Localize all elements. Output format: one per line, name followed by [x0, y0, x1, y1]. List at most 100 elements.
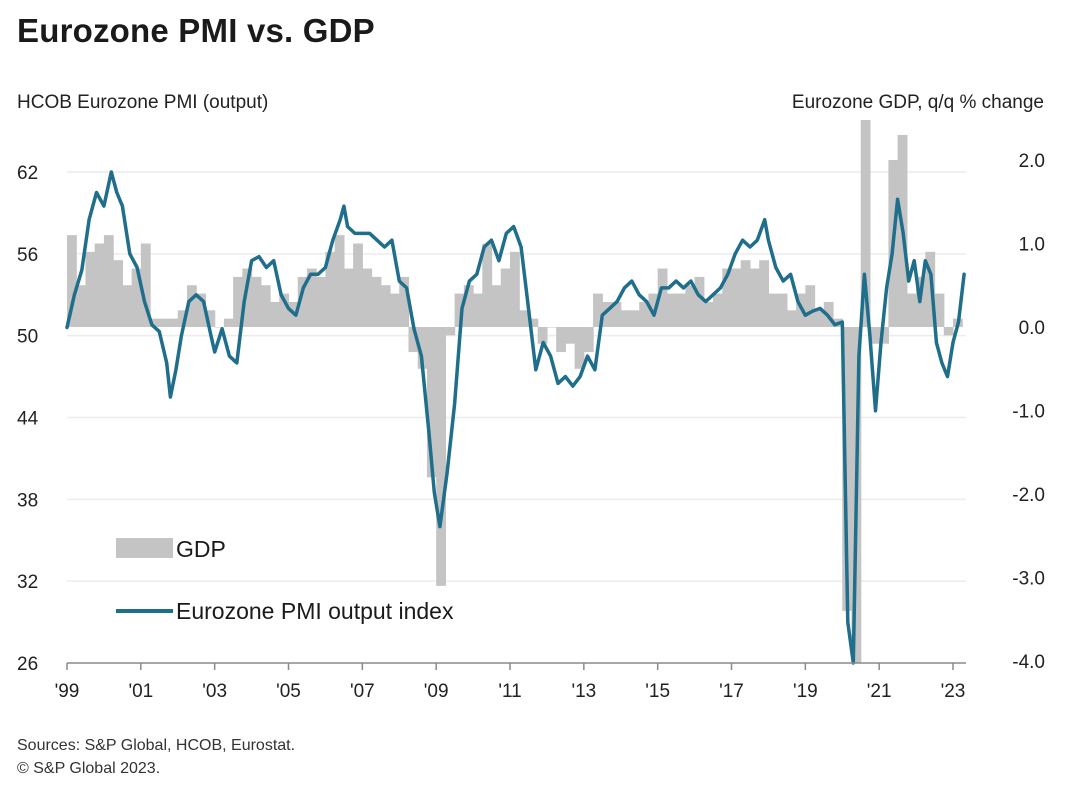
gdp-bar: [639, 301, 650, 327]
gdp-bar: [371, 276, 382, 327]
copyright-note: © S&P Global 2023.: [17, 760, 161, 777]
gdp-bar: [334, 235, 345, 327]
gdp-bar: [925, 251, 936, 327]
x-tick-label: '13: [571, 681, 596, 702]
gdp-bar: [510, 251, 520, 327]
x-tick-label: '09: [424, 681, 449, 702]
gdp-bar: [546, 327, 557, 328]
left-tick-label: 32: [17, 572, 38, 593]
x-tick-label: '05: [276, 681, 301, 702]
gdp-bar: [722, 268, 733, 327]
gdp-bar: [685, 285, 696, 327]
gdp-bar: [186, 285, 197, 327]
gdp-bar: [473, 293, 483, 327]
gdp-bar: [408, 327, 419, 353]
left-tick-label: 44: [17, 409, 39, 430]
gdp-bar: [260, 285, 271, 327]
gdp-bar: [943, 327, 954, 336]
gdp-bar: [122, 285, 133, 327]
gdp-bar: [306, 268, 317, 327]
gdp-bar: [740, 260, 751, 327]
gdp-bar: [583, 327, 594, 353]
gdp-bar: [731, 268, 742, 327]
gridlines: [67, 171, 966, 582]
gdp-bar: [390, 293, 400, 327]
gdp-bar: [786, 310, 797, 327]
gdp-bar: [140, 243, 151, 327]
gdp-bar: [676, 293, 686, 327]
legend-pmi-label: Eurozone PMI output index: [176, 598, 454, 624]
gdp-bar: [694, 276, 705, 327]
gdp-bar: [196, 293, 207, 327]
gdp-bar: [500, 268, 511, 327]
x-tick-label: '99: [55, 681, 80, 702]
axes: '99 '01 '03 '05 '07 '09 '11 '13 '15 '17 '19 '21 '23 6…: [17, 151, 1045, 702]
gdp-bar: [879, 327, 889, 344]
gdp-bar: [426, 327, 437, 478]
gdp-bar: [251, 276, 262, 327]
gdp-bar: [223, 318, 234, 327]
gdp-bar: [860, 120, 871, 327]
gdp-bar: [279, 293, 290, 327]
gdp-bar: [528, 318, 539, 327]
gdp-bar: [768, 293, 779, 327]
x-tick-label: '01: [128, 681, 153, 702]
pmi-line: [65, 170, 966, 665]
gdp-bar: [593, 293, 603, 327]
gdp-bar: [759, 260, 770, 327]
right-tick-label: -2.0: [1012, 485, 1045, 506]
gdp-bar: [602, 301, 613, 327]
gdp-bar: [94, 243, 105, 327]
gdp-bar: [648, 293, 659, 327]
gdp-bar: [233, 276, 243, 327]
gdp-bar: [362, 268, 373, 327]
x-tick-label: '11: [498, 681, 521, 702]
gdp-bar: [417, 327, 428, 369]
gdp-bar: [436, 327, 446, 586]
gdp-bar: [325, 251, 336, 327]
right-tick-label: -1.0: [1012, 402, 1045, 423]
gdp-bar: [814, 310, 825, 327]
gdp-bar: [67, 235, 77, 327]
x-tick-label: '19: [793, 681, 818, 702]
gdp-bar: [565, 327, 576, 344]
gdp-bar: [805, 285, 816, 327]
gdp-bar: [131, 268, 142, 327]
gdp-bar: [666, 293, 677, 327]
gdp-bar: [343, 268, 354, 327]
left-tick-label: 62: [17, 163, 38, 184]
gdp-bar: [620, 310, 631, 327]
gdp-bar: [749, 268, 760, 327]
gdp-bar: [482, 243, 493, 327]
gdp-bar: [934, 293, 945, 327]
gdp-bar: [150, 318, 160, 327]
gdp-bar: [777, 293, 788, 327]
gdp-bar: [463, 285, 474, 327]
gdp-bar: [399, 276, 410, 327]
gdp-bar: [168, 318, 179, 327]
gdp-bar: [177, 310, 188, 327]
gdp-bar: [353, 243, 363, 327]
gdp-bar: [657, 268, 668, 327]
left-axis-title: HCOB Eurozone PMI (output): [17, 92, 269, 113]
gdp-bar: [713, 293, 723, 327]
right-tick-label: -3.0: [1012, 569, 1045, 590]
chart-title: Eurozone PMI vs. GDP: [17, 12, 375, 49]
gdp-bar: [214, 327, 225, 328]
left-tick-label: 50: [17, 327, 38, 348]
gdp-bar: [491, 285, 502, 327]
right-tick-label: 1.0: [1019, 235, 1045, 256]
legend: GDP Eurozone PMI output index: [116, 536, 454, 624]
gdp-bar: [629, 310, 640, 327]
gdp-bar: [906, 293, 917, 327]
gdp-bar: [556, 327, 566, 353]
gdp-bar: [574, 327, 585, 369]
legend-gdp-swatch: [116, 538, 173, 558]
gdp-bar: [611, 301, 622, 327]
pmi-line-group: [65, 170, 966, 665]
left-tick-label: 26: [17, 654, 38, 675]
gdp-bar: [270, 301, 280, 327]
gdp-bar: [869, 327, 880, 344]
right-tick-label: 2.0: [1019, 151, 1045, 172]
